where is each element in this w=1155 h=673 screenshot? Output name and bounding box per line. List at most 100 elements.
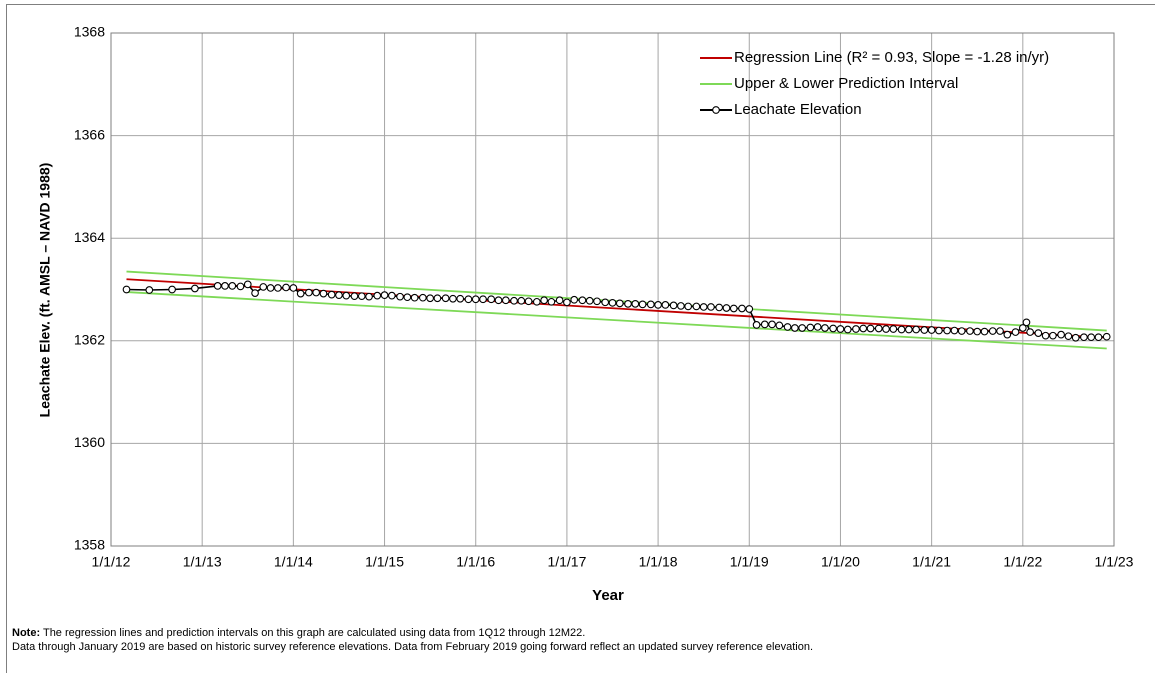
data-point [912, 325, 920, 334]
data-point [524, 297, 533, 306]
data-point [783, 323, 792, 331]
data-point [904, 325, 913, 334]
data-point [699, 303, 708, 311]
data-point [289, 284, 298, 292]
data-point [920, 326, 929, 334]
data-point [996, 327, 1004, 335]
data-point [396, 292, 404, 301]
data-point [387, 291, 396, 300]
data-point [1003, 330, 1012, 339]
data-point [798, 324, 807, 332]
data-point [1034, 329, 1043, 337]
data-point [760, 320, 769, 329]
data-point [570, 295, 579, 304]
data-point [715, 303, 724, 312]
x-tick-label: 1/1/21 [912, 554, 951, 570]
data-point [608, 298, 617, 307]
data-point [1080, 333, 1088, 342]
data-point [729, 304, 738, 313]
note-text: The regression lines and prediction inte… [43, 627, 585, 639]
data-point [1018, 324, 1027, 332]
data-point [654, 301, 662, 309]
data-point [335, 291, 343, 299]
data-point [1071, 333, 1080, 342]
data-point [555, 296, 564, 305]
data-point [966, 327, 974, 335]
data-point [738, 304, 746, 313]
data-point [988, 327, 997, 335]
data-point [471, 295, 480, 304]
data-point [449, 294, 457, 303]
data-point [510, 296, 518, 305]
data-point [464, 295, 473, 304]
data-point [638, 300, 647, 309]
data-point [661, 301, 670, 309]
legend-marker [712, 106, 720, 114]
y-tick-label: 1366 [74, 126, 105, 142]
data-point [357, 292, 366, 301]
data-point [980, 327, 989, 336]
data-point [1064, 332, 1073, 341]
data-point [1011, 328, 1020, 336]
data-point [601, 298, 610, 307]
x-tick-label: 1/1/19 [730, 554, 769, 570]
data-point [836, 325, 845, 333]
data-point [1057, 330, 1065, 339]
plot-border [110, 32, 1115, 547]
data-point [228, 282, 237, 290]
data-point [433, 294, 442, 303]
data-point [843, 325, 852, 334]
data-point [479, 295, 487, 304]
y-tick-label: 1358 [74, 537, 105, 553]
data-point [874, 324, 883, 333]
data-point [547, 297, 556, 306]
data-point [305, 288, 313, 297]
data-point [342, 291, 351, 300]
data-point [122, 285, 131, 294]
data-point [745, 305, 754, 313]
data-point [282, 283, 290, 292]
y-tick-label: 1360 [74, 434, 105, 450]
data-point [494, 296, 503, 305]
data-point [927, 326, 936, 334]
x-tick-label: 1/1/18 [639, 554, 678, 570]
data-point [517, 296, 526, 305]
data-point [669, 301, 678, 310]
data-point [319, 289, 328, 298]
data-point [859, 324, 868, 333]
data-point [380, 291, 389, 299]
y-tick-label: 1364 [74, 229, 105, 245]
data-point [540, 296, 548, 305]
legend-label: Regression Line (R² = 0.93, Slope = -1.2… [734, 49, 1049, 66]
data-point [236, 282, 245, 291]
data-point [889, 325, 898, 333]
data-point [752, 321, 761, 329]
data-point [312, 288, 321, 297]
data-point [677, 302, 685, 310]
data-point [532, 297, 541, 306]
data-point [1049, 331, 1057, 340]
data-point [563, 298, 571, 307]
x-tick-label: 1/1/12 [92, 554, 131, 570]
data-point [373, 291, 382, 300]
data-point [806, 323, 815, 332]
x-tick-label: 1/1/16 [456, 554, 495, 570]
data-point [266, 284, 275, 292]
x-tick-label: 1/1/13 [183, 554, 222, 570]
x-tick-label: 1/1/20 [821, 554, 860, 570]
y-tick-label: 1362 [74, 332, 105, 348]
x-tick-label: 1/1/14 [274, 554, 313, 570]
data-point [213, 282, 222, 290]
data-point [722, 304, 731, 312]
data-point [684, 302, 693, 311]
data-point [1087, 333, 1096, 342]
data-point [441, 294, 450, 303]
data-point [350, 292, 359, 301]
x-tick-label: 1/1/15 [365, 554, 404, 570]
data-point [191, 284, 199, 293]
data-point [501, 296, 510, 305]
x-tick-label: 1/1/17 [547, 554, 586, 570]
data-point [950, 326, 959, 335]
